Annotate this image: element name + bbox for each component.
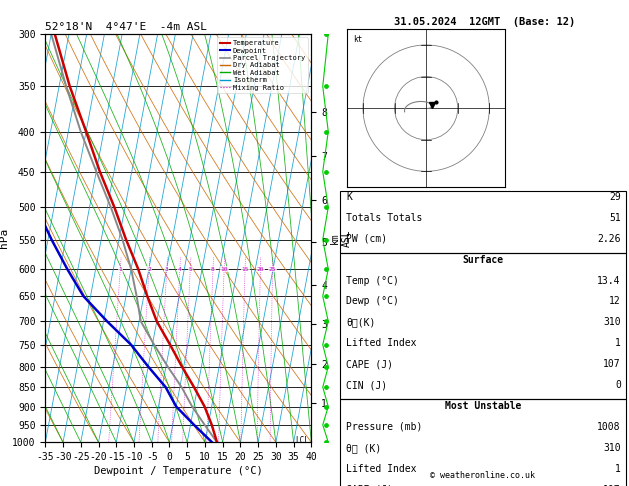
Text: 2: 2 (147, 266, 151, 272)
Text: 51: 51 (609, 213, 621, 223)
Point (321, 363, 331, 370)
Point (321, 317, 331, 325)
Text: 310: 310 (603, 317, 621, 328)
Legend: Temperature, Dewpoint, Parcel Trajectory, Dry Adiabat, Wet Adiabat, Isotherm, Mi: Temperature, Dewpoint, Parcel Trajectory… (217, 37, 308, 93)
Text: 0: 0 (615, 380, 621, 390)
Text: 25: 25 (269, 266, 276, 272)
Text: 5: 5 (189, 266, 192, 272)
Text: CAPE (J): CAPE (J) (346, 359, 393, 369)
Text: 1: 1 (615, 338, 621, 348)
Y-axis label: hPa: hPa (0, 228, 9, 248)
Text: © weatheronline.co.uk: © weatheronline.co.uk (430, 470, 535, 480)
Point (321, 438, 331, 446)
Text: 2.26: 2.26 (598, 234, 621, 244)
Point (321, 168, 331, 175)
Text: 1: 1 (615, 464, 621, 474)
Text: 13.4: 13.4 (598, 276, 621, 286)
Y-axis label: km
ASL: km ASL (330, 229, 352, 247)
Text: Temp (°C): Temp (°C) (346, 276, 399, 286)
Point (321, 402, 331, 410)
Text: 310: 310 (603, 443, 621, 453)
Text: 10: 10 (220, 266, 228, 272)
Point (321, 128, 331, 136)
Text: kt: kt (353, 35, 363, 45)
Text: 107: 107 (603, 485, 621, 486)
Text: Surface: Surface (462, 255, 503, 265)
Point (321, 421, 331, 429)
Text: 29: 29 (609, 192, 621, 202)
Point (321, 83, 331, 90)
Text: LCL: LCL (296, 436, 309, 445)
Text: 15: 15 (242, 266, 249, 272)
Text: 12: 12 (609, 296, 621, 307)
Point (321, 292, 331, 300)
Text: Dewp (°C): Dewp (°C) (346, 296, 399, 307)
Text: 52°18'N  4°47'E  -4m ASL: 52°18'N 4°47'E -4m ASL (45, 22, 208, 32)
Point (321, 30, 331, 38)
Point (321, 236, 331, 243)
Text: CAPE (J): CAPE (J) (346, 485, 393, 486)
Text: Most Unstable: Most Unstable (445, 401, 521, 411)
Text: 1: 1 (118, 266, 122, 272)
Text: 20: 20 (257, 266, 264, 272)
Text: CIN (J): CIN (J) (346, 380, 387, 390)
Point (321, 341, 331, 348)
Text: 107: 107 (603, 359, 621, 369)
Point (321, 265, 331, 273)
Text: K: K (346, 192, 352, 202)
Text: 8: 8 (211, 266, 215, 272)
Text: 3: 3 (165, 266, 169, 272)
Text: θᴄ (K): θᴄ (K) (346, 443, 381, 453)
Point (321, 203, 331, 211)
Text: PW (cm): PW (cm) (346, 234, 387, 244)
Text: Totals Totals: Totals Totals (346, 213, 422, 223)
Text: Pressure (mb): Pressure (mb) (346, 422, 422, 432)
Text: 4: 4 (178, 266, 182, 272)
Text: 1008: 1008 (598, 422, 621, 432)
Text: Lifted Index: Lifted Index (346, 338, 416, 348)
X-axis label: Dewpoint / Temperature (°C): Dewpoint / Temperature (°C) (94, 466, 263, 476)
Point (321, 383, 331, 391)
Text: 31.05.2024  12GMT  (Base: 12): 31.05.2024 12GMT (Base: 12) (394, 17, 575, 27)
Text: θᴄ(K): θᴄ(K) (346, 317, 376, 328)
Text: Lifted Index: Lifted Index (346, 464, 416, 474)
